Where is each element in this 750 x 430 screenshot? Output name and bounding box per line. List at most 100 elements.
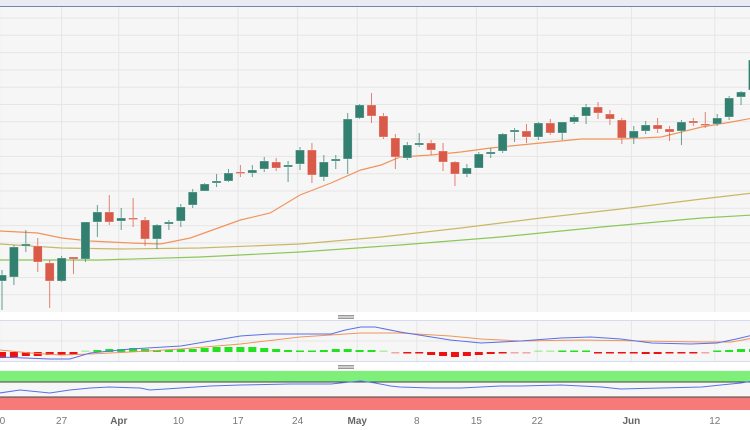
macd-histogram-bar [737,349,746,352]
candle-body [628,130,639,139]
candle-up [569,115,579,124]
macd-histogram-bar [260,348,269,352]
candle-body [509,129,520,133]
candle-down [44,260,55,308]
macd-histogram-bar [355,350,364,352]
moving-average-mid [0,192,750,250]
candle-body [664,128,675,133]
candle-body [426,142,436,151]
candle-body [342,118,353,160]
main-panel[interactable] [0,7,750,312]
candle-body [164,221,174,225]
macd-histogram-bar [343,349,352,352]
macd-histogram-bar [748,349,750,352]
candle-body [533,122,544,138]
candle-up [176,204,186,227]
candle-up [330,155,341,169]
macd-histogram-bar [665,352,674,354]
candle-down [271,158,281,171]
candle-body [617,119,627,139]
candle-body [128,217,138,220]
candle-body [497,133,508,152]
candle-up [211,174,222,187]
macd-histogram-bar [546,350,555,352]
candle-body [140,219,150,240]
candle-up [473,152,484,169]
macd-histogram-bar [474,352,483,355]
candle-up [342,113,353,174]
panel-divider-1[interactable] [0,312,750,320]
resize-handle-1[interactable] [338,315,354,319]
candle-up [0,270,7,310]
candle-body [152,224,162,240]
candle-up [402,142,413,160]
panel-divider-2[interactable] [0,362,750,370]
main-grid [0,7,750,312]
macd-histogram-bar [725,350,734,352]
candle-body [378,115,389,138]
x-tick-label: Apr [110,416,127,427]
x-tick-label: 22 [532,416,544,427]
macd-histogram-bar [689,352,698,354]
candle-up [92,205,103,237]
x-tick-label: 27 [56,416,68,427]
macd-histogram-bar [164,350,173,352]
candle-up [223,169,234,182]
candle-up [80,221,91,262]
candle-body [438,150,448,163]
macd-histogram-bar [641,352,650,354]
macd-histogram-bar [212,347,221,352]
rsi-indicator [0,371,750,410]
candle-body [748,59,750,91]
macd-histogram-bar [0,352,6,358]
candle-down [545,119,556,135]
candle-down [593,102,603,119]
candle-body [44,262,55,282]
candle-body [271,161,281,169]
x-tick-label: May [347,416,367,427]
macd-histogram-bar [379,350,388,352]
candle-down [140,217,150,246]
macd-histogram-bar [558,350,567,352]
moving-average-slow [0,214,750,261]
candle-up [164,220,174,230]
macd-histogram-bar [152,350,161,352]
candle-up [187,189,198,208]
macd-histogram-bar [9,352,18,357]
candle-down [438,143,448,171]
rsi-overbought-zone [0,371,750,382]
candle-body [521,130,532,138]
candle-up [736,91,746,105]
candle-down [32,238,43,272]
candle-body [223,172,234,182]
macd-histogram-bar [105,349,114,352]
macd-histogram-bar [200,348,209,352]
macd-histogram-bar [570,350,579,352]
candle-body [700,123,711,126]
macd-histogram-bar [81,350,90,352]
candle-down [128,198,138,227]
candle-body [473,153,484,169]
resize-handle-2[interactable] [338,365,354,369]
macd-histogram-bar [176,349,185,352]
macd-histogram-bar [713,350,722,352]
candle-up [509,128,520,142]
macd-histogram-bar [33,352,42,356]
candle-body [354,104,365,119]
candle-up [56,256,67,282]
moving-average-fast [0,117,750,245]
candle-body [176,206,186,222]
candle-down [390,134,401,169]
candle-body [283,164,293,168]
macd-histogram-bar [617,352,626,354]
candle-up [319,155,329,181]
candle-body [116,217,126,222]
candle-up [199,183,210,192]
candle-body [450,161,460,175]
candle-body [330,158,341,162]
candle-down [378,113,389,139]
candle-down [450,161,460,186]
macd-histogram-bar [272,349,281,352]
macd-histogram-bar [45,352,54,355]
